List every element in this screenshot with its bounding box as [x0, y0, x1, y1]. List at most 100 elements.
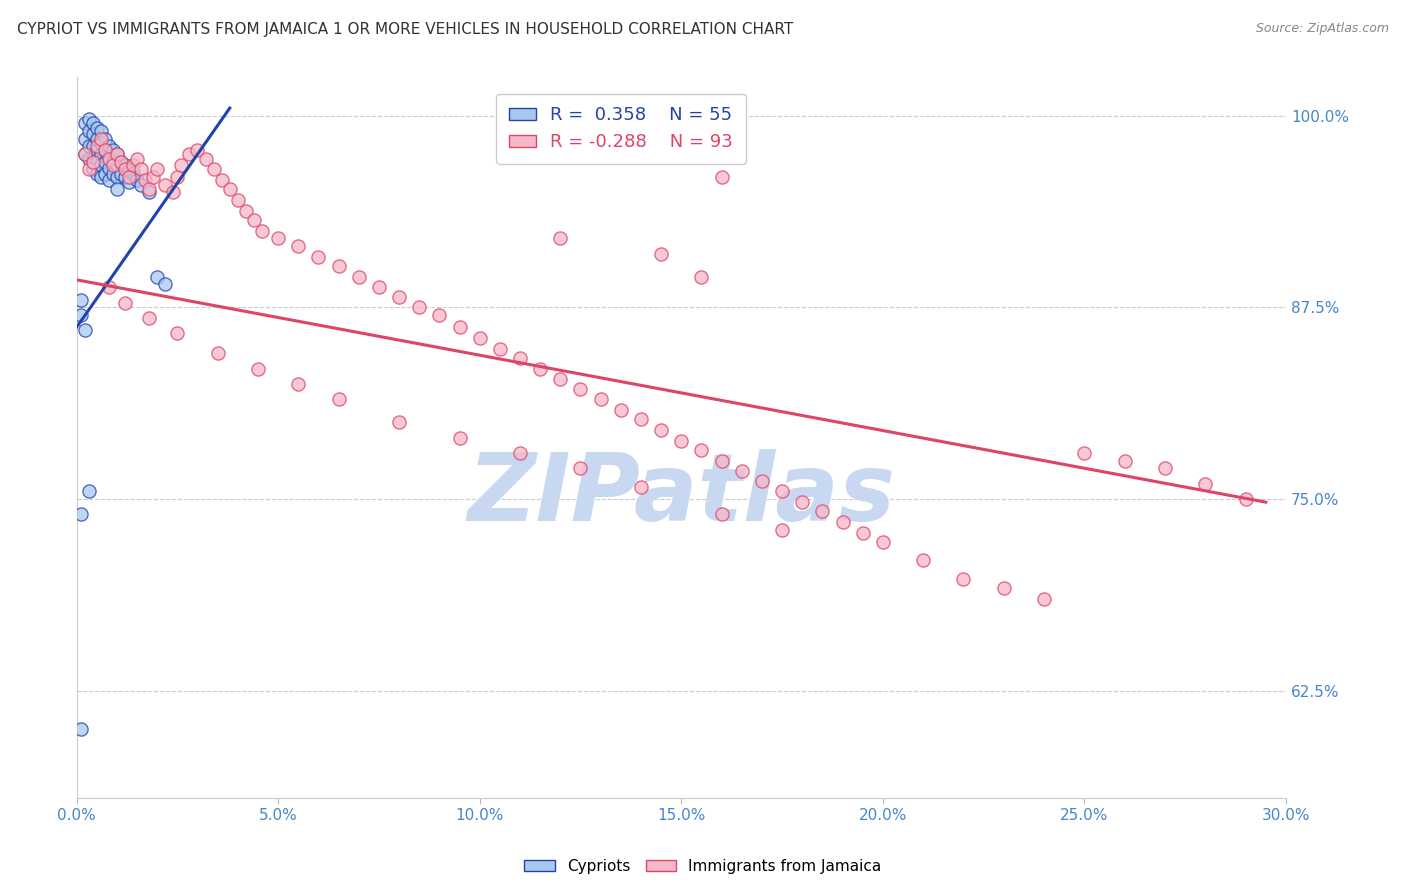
Point: [94, 154, 117, 169]
Point: [550, 231, 572, 245]
Point: [155, 277, 177, 292]
Point: [77, 484, 100, 499]
Point: [267, 231, 290, 245]
Point: [129, 178, 152, 192]
Point: [831, 515, 853, 529]
Point: [166, 326, 188, 341]
Point: [105, 147, 128, 161]
Point: [101, 167, 124, 181]
Point: [589, 392, 612, 407]
Point: [630, 139, 652, 153]
Point: [77, 162, 100, 177]
Point: [94, 167, 117, 181]
Point: [110, 154, 132, 169]
Point: [138, 186, 160, 200]
Point: [186, 143, 208, 157]
Point: [710, 508, 733, 522]
Point: [77, 124, 100, 138]
Point: [114, 158, 136, 172]
Point: [77, 152, 100, 166]
Point: [146, 162, 169, 177]
Point: [90, 136, 112, 151]
Legend: Cypriots, Immigrants from Jamaica: Cypriots, Immigrants from Jamaica: [519, 853, 887, 880]
Point: [110, 154, 132, 169]
Point: [630, 480, 652, 494]
Point: [86, 167, 108, 181]
Point: [90, 170, 112, 185]
Point: [509, 446, 531, 460]
Point: [1194, 476, 1216, 491]
Point: [307, 250, 329, 264]
Point: [90, 158, 112, 172]
Point: [69, 293, 91, 307]
Point: [101, 154, 124, 169]
Point: [489, 342, 512, 356]
Point: [194, 152, 217, 166]
Point: [207, 346, 229, 360]
Point: [69, 722, 91, 736]
Point: [710, 170, 733, 185]
Point: [328, 259, 350, 273]
Point: [792, 495, 814, 509]
Point: [146, 269, 169, 284]
Point: [811, 504, 834, 518]
Point: [751, 474, 773, 488]
Point: [138, 182, 160, 196]
Point: [993, 581, 1015, 595]
Point: [86, 121, 108, 136]
Point: [69, 308, 91, 322]
Point: [671, 434, 693, 448]
Point: [509, 351, 531, 365]
Point: [650, 246, 672, 260]
Point: [449, 320, 471, 334]
Point: [468, 331, 491, 345]
Point: [86, 154, 108, 169]
Point: [731, 465, 754, 479]
Point: [90, 147, 112, 161]
Point: [114, 170, 136, 185]
Point: [82, 139, 104, 153]
Point: [1234, 492, 1257, 507]
Point: [610, 403, 633, 417]
Point: [134, 173, 156, 187]
Point: [250, 224, 273, 238]
Point: [122, 165, 145, 179]
Point: [550, 372, 572, 386]
Point: [287, 239, 309, 253]
Point: [69, 508, 91, 522]
Point: [101, 143, 124, 157]
Point: [166, 170, 188, 185]
Point: [97, 139, 120, 153]
Point: [569, 461, 592, 475]
Point: [872, 535, 894, 549]
Point: [125, 173, 148, 187]
Point: [94, 132, 117, 146]
Point: [162, 186, 184, 200]
Point: [138, 311, 160, 326]
Point: [218, 182, 240, 196]
Point: [122, 158, 145, 172]
Point: [77, 112, 100, 126]
Point: [105, 158, 128, 172]
Point: [155, 178, 177, 192]
Point: [97, 150, 120, 164]
Text: ZIPatlas: ZIPatlas: [467, 450, 896, 541]
Point: [367, 280, 389, 294]
Point: [82, 162, 104, 177]
Point: [710, 454, 733, 468]
Point: [94, 143, 117, 157]
Point: [202, 162, 225, 177]
Legend: R =  0.358    N = 55, R = -0.288    N = 93: R = 0.358 N = 55, R = -0.288 N = 93: [496, 94, 745, 164]
Point: [105, 182, 128, 196]
Point: [142, 170, 165, 185]
Point: [114, 162, 136, 177]
Point: [86, 143, 108, 157]
Point: [347, 269, 370, 284]
Point: [94, 143, 117, 157]
Point: [449, 431, 471, 445]
Point: [97, 161, 120, 175]
Point: [97, 280, 120, 294]
Point: [90, 124, 112, 138]
Point: [226, 193, 249, 207]
Point: [73, 323, 96, 337]
